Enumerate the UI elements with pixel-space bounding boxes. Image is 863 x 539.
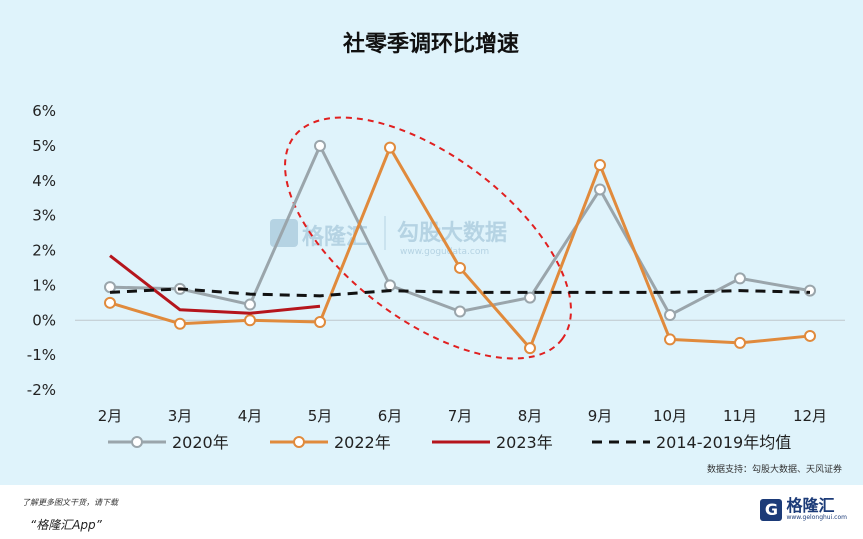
x-tick-label: 12月 — [793, 407, 827, 425]
footer: 了解更多图文干货，请下载 “格隆汇App” G 格隆汇 www.gelonghu… — [0, 485, 863, 539]
y-tick-label: 5% — [32, 137, 56, 155]
legend-label: 2014-2019年均值 — [656, 433, 791, 452]
source-note: 数据支持：勾股大数据、天风证券 — [707, 463, 842, 475]
chart-title: 社零季调环比增速 — [343, 31, 519, 57]
series-point — [664, 309, 676, 322]
series-point — [244, 298, 256, 311]
series-point — [174, 317, 186, 330]
series-line — [109, 254, 321, 315]
footer-app-name: “格隆汇App” — [30, 518, 102, 532]
series-line — [109, 287, 811, 298]
series-point — [594, 159, 606, 172]
watermark-name: 勾股大数据 — [397, 220, 507, 246]
highlight-ellipse — [284, 116, 572, 360]
legend-label: 2022年 — [334, 433, 391, 452]
y-tick-label: -2% — [27, 381, 56, 399]
series-point — [244, 314, 256, 327]
x-tick-label: 2月 — [98, 407, 123, 425]
series-point — [804, 284, 816, 297]
series-layer — [104, 139, 816, 355]
series-point — [594, 183, 606, 196]
legend-label: 2020年 — [172, 433, 229, 452]
series-point — [524, 291, 536, 304]
brand-name: 格隆汇 — [786, 496, 835, 515]
series-point — [454, 305, 466, 318]
chart: 社零季调环比增速 格隆汇 勾股大数据 www.gogudata.com 6% 5%… — [27, 31, 845, 475]
y-tick-label: 1% — [32, 276, 56, 294]
legend-label: 2023年 — [496, 433, 553, 452]
x-tick-label: 5月 — [308, 407, 333, 425]
series-point — [384, 141, 396, 154]
brand-url: www.gelonghui.com — [786, 514, 847, 521]
legend-marker — [131, 436, 143, 448]
series-point — [734, 272, 746, 285]
watermark-logo-icon — [270, 219, 298, 247]
series-point — [314, 139, 326, 152]
series-point — [664, 333, 676, 346]
y-tick-label: 0% — [32, 311, 56, 329]
brand-logo-icon: G — [760, 498, 783, 521]
x-tick-label: 6月 — [378, 407, 403, 425]
x-tick-label: 9月 — [588, 407, 613, 425]
y-axis: 6% 5% 4% 3% 2% 1% 0% -1% -2% — [27, 102, 56, 399]
series-point — [104, 296, 116, 309]
series-point — [454, 261, 466, 274]
series-point — [384, 279, 396, 292]
footer-promo-text: 了解更多图文干货，请下载 — [22, 498, 118, 507]
legend-marker — [293, 436, 305, 448]
y-tick-label: 6% — [32, 102, 56, 120]
x-tick-label: 4月 — [238, 407, 263, 425]
x-tick-label: 10月 — [653, 407, 687, 425]
series-point — [734, 336, 746, 349]
x-tick-label: 3月 — [168, 407, 193, 425]
legend: 2020年 2022年 2023年 2014-2019年均值 — [108, 433, 791, 452]
series-point — [524, 342, 536, 355]
series-point — [104, 281, 116, 294]
brand-logo: G 格隆汇 www.gelonghui.com — [760, 498, 847, 521]
x-tick-label: 7月 — [448, 407, 473, 425]
x-tick-label: 8月 — [518, 407, 543, 425]
y-tick-label: -1% — [27, 346, 56, 364]
y-tick-label: 3% — [32, 207, 56, 225]
x-tick-label: 11月 — [723, 407, 757, 425]
y-tick-label: 2% — [32, 242, 56, 260]
series-point — [314, 315, 326, 328]
watermark: 格隆汇 勾股大数据 www.gogudata.com — [270, 216, 507, 257]
x-axis: 2月 3月 4月 5月 6月 7月 8月 9月 10月 11月 12月 — [98, 407, 827, 425]
chart-background — [0, 0, 863, 485]
y-tick-label: 4% — [32, 172, 56, 190]
watermark-url: www.gogudata.com — [400, 247, 489, 257]
series-point — [804, 329, 816, 342]
